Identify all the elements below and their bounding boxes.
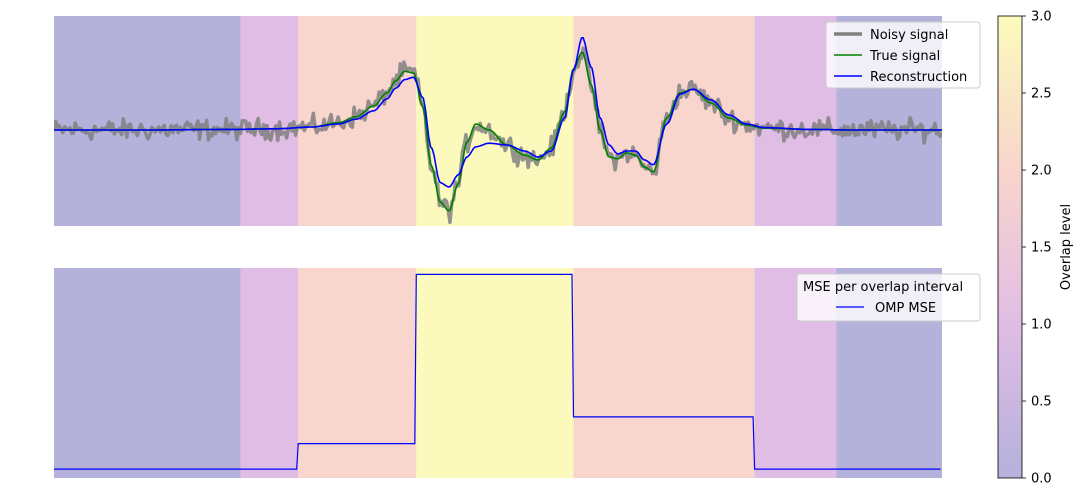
bottom-region-3 [416, 268, 574, 478]
colorbar-tick-label-5: 2.5 [1031, 87, 1052, 102]
reconstruction-line [54, 36, 942, 188]
top-region-1 [240, 16, 299, 226]
legend-title-mse: MSE per overlap interval [803, 280, 963, 295]
bottom-region-4 [573, 268, 755, 478]
colorbar-label: Overlap level [1059, 204, 1074, 290]
bottom-region-0 [54, 268, 241, 478]
legend-label-true: True signal [869, 49, 940, 64]
colorbar-gradient [998, 16, 1022, 478]
omp-mse-line [54, 273, 941, 470]
legend-label-mse: OMP MSE [875, 301, 936, 316]
colorbar-tick-label-0: 0.0 [1031, 472, 1052, 487]
legend-label-recon: Reconstruction [870, 70, 967, 85]
legend-label-noisy: Noisy signal [870, 28, 948, 43]
colorbar-tick-label-3: 1.5 [1031, 241, 1052, 256]
bottom-legend-box [796, 273, 981, 322]
top-legend-box [825, 21, 981, 89]
bottom-legend: MSE per overlap interval OMP MSE [796, 273, 981, 322]
colorbar: 0.0 0.5 1.0 1.5 2.0 2.5 3.0 Overlap level [997, 10, 1074, 487]
colorbar-tick-label-4: 2.0 [1031, 164, 1052, 179]
bottom-region-1 [240, 268, 299, 478]
colorbar-tick-label-6: 3.0 [1031, 10, 1052, 25]
bottom-panel: MSE per overlap interval OMP MSE [54, 268, 981, 478]
top-region-2 [298, 16, 417, 226]
top-panel: Noisy signal True signal Reconstruction [54, 16, 981, 226]
colorbar-tick-label-2: 1.0 [1031, 318, 1052, 333]
top-region-5 [754, 16, 837, 226]
top-region-3 [416, 16, 574, 226]
top-legend: Noisy signal True signal Reconstruction [825, 21, 981, 89]
colorbar-tick-label-1: 0.5 [1031, 395, 1052, 410]
colorbar-ticks: 0.0 0.5 1.0 1.5 2.0 2.5 3.0 [1022, 10, 1052, 487]
top-region-0 [54, 16, 241, 226]
bottom-region-2 [298, 268, 417, 478]
